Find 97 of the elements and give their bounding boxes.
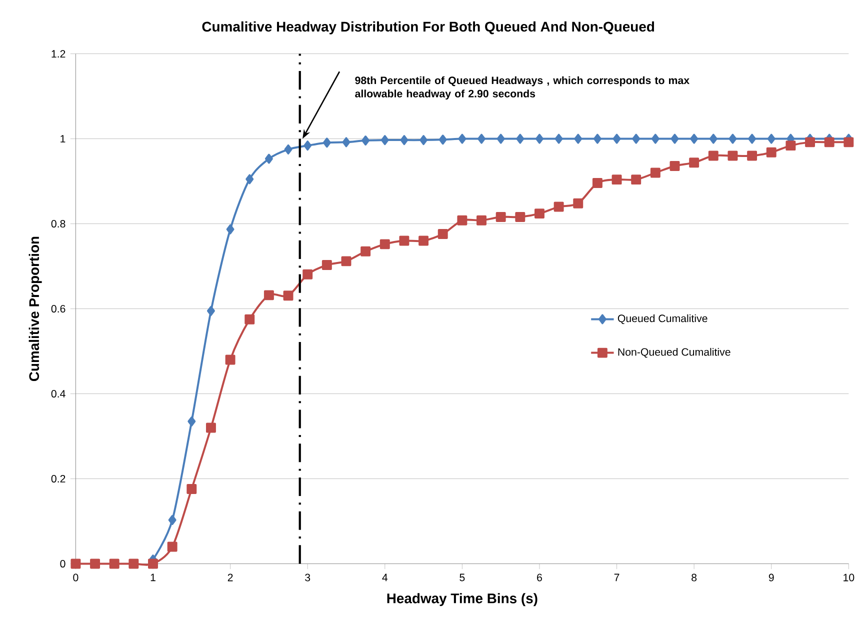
point bbox=[516, 134, 524, 144]
point bbox=[264, 290, 274, 300]
x-tick-label: 1 bbox=[150, 574, 156, 582]
point bbox=[805, 137, 815, 148]
legend-label: Non-Queued Cumalitive bbox=[618, 348, 730, 358]
point bbox=[420, 135, 428, 146]
point bbox=[747, 151, 758, 161]
point bbox=[362, 136, 370, 146]
point bbox=[534, 208, 544, 219]
y-tick-label: 0.2 bbox=[51, 475, 66, 483]
point bbox=[438, 229, 448, 240]
point bbox=[748, 134, 756, 144]
point bbox=[496, 212, 506, 222]
point bbox=[515, 212, 526, 222]
point bbox=[478, 134, 486, 144]
point bbox=[380, 239, 390, 250]
point bbox=[670, 161, 680, 172]
point bbox=[728, 151, 738, 161]
x-tick-label: 3 bbox=[305, 574, 310, 582]
point bbox=[246, 174, 254, 184]
point bbox=[283, 290, 294, 301]
point bbox=[670, 134, 679, 144]
point bbox=[206, 423, 216, 433]
point bbox=[766, 148, 776, 158]
point bbox=[593, 134, 602, 144]
point bbox=[496, 134, 505, 144]
point bbox=[574, 134, 582, 144]
y-tick-label: 0.4 bbox=[51, 390, 66, 398]
x-tick-label: 10 bbox=[844, 574, 854, 582]
point bbox=[380, 135, 389, 146]
point bbox=[90, 559, 100, 569]
point bbox=[844, 137, 854, 148]
y-tick-label: 0.6 bbox=[51, 305, 66, 313]
point bbox=[632, 134, 640, 144]
point bbox=[186, 484, 197, 494]
point bbox=[342, 137, 350, 148]
x-tick-label: 8 bbox=[692, 574, 697, 582]
point bbox=[399, 236, 410, 246]
point bbox=[554, 202, 564, 212]
point bbox=[476, 216, 486, 226]
point bbox=[302, 270, 313, 280]
point bbox=[536, 134, 544, 144]
point bbox=[612, 134, 621, 144]
point bbox=[786, 140, 796, 151]
point bbox=[708, 151, 718, 161]
point bbox=[457, 216, 468, 226]
point bbox=[188, 416, 196, 427]
point bbox=[226, 224, 234, 235]
point bbox=[612, 174, 622, 185]
y-tick-label: 1 bbox=[60, 135, 66, 143]
point bbox=[650, 168, 660, 178]
y-axis-title: Cumalitive Proportion bbox=[28, 237, 42, 382]
point bbox=[70, 559, 81, 569]
annotation: 98th Percentile of Queued Headways , which corresponds to max allowable headway of 2.90 seconds bbox=[355, 76, 690, 100]
y-tick-label: 0.8 bbox=[51, 220, 66, 228]
point bbox=[304, 140, 312, 151]
point bbox=[418, 236, 429, 246]
point bbox=[148, 559, 158, 569]
point bbox=[824, 137, 834, 148]
point bbox=[322, 260, 332, 270]
point bbox=[360, 246, 371, 257]
point bbox=[554, 134, 563, 144]
point bbox=[167, 542, 178, 552]
point bbox=[109, 559, 120, 569]
point bbox=[244, 314, 255, 325]
point bbox=[592, 178, 602, 188]
point bbox=[438, 134, 447, 145]
point bbox=[458, 134, 466, 144]
x-tick-label: 0 bbox=[73, 574, 78, 582]
point bbox=[322, 138, 331, 148]
x-tick-label: 5 bbox=[460, 574, 465, 582]
point bbox=[689, 158, 700, 168]
point bbox=[767, 134, 776, 144]
point bbox=[651, 134, 660, 144]
point bbox=[284, 144, 292, 155]
x-axis-title: Headway Time Bins (s) bbox=[387, 593, 538, 606]
point bbox=[128, 559, 139, 569]
point bbox=[631, 174, 642, 185]
point bbox=[225, 355, 236, 365]
chart-title: Cumalitive Headway Distribution For Both Queued And Non-Queued bbox=[202, 22, 654, 35]
x-tick-label: 9 bbox=[768, 574, 774, 582]
point bbox=[400, 135, 408, 146]
x-tick-label: 2 bbox=[228, 574, 233, 582]
point bbox=[573, 198, 584, 209]
point bbox=[728, 134, 737, 144]
point bbox=[709, 134, 718, 144]
point bbox=[168, 515, 176, 526]
y-tick-label: 1.2 bbox=[52, 50, 66, 58]
point bbox=[264, 154, 273, 164]
point bbox=[341, 256, 352, 266]
x-tick-label: 6 bbox=[537, 574, 542, 582]
x-tick-label: 7 bbox=[614, 574, 620, 582]
point bbox=[206, 306, 215, 316]
legend-label: Queued Cumalitive bbox=[618, 314, 708, 324]
point bbox=[690, 134, 698, 144]
x-tick-label: 4 bbox=[382, 574, 388, 582]
y-tick-label: 0 bbox=[60, 560, 66, 568]
